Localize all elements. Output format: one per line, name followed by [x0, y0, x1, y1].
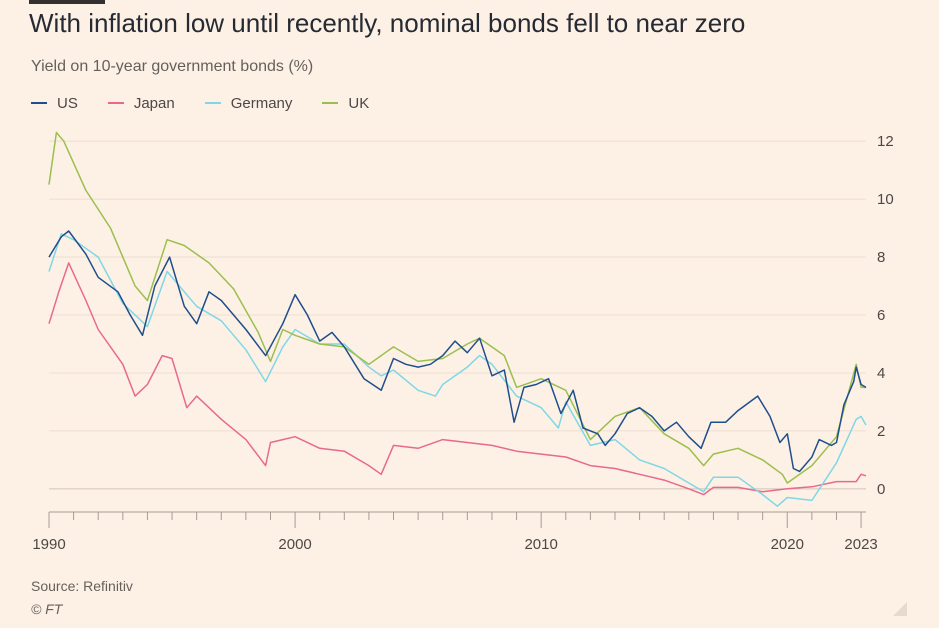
series-line-us [48, 230, 867, 473]
legend-swatch-japan [107, 102, 124, 104]
x-tick-label-2000: 2000 [278, 536, 311, 553]
legend-item-us: US [31, 95, 78, 112]
y-tick-label-8: 8 [877, 249, 885, 266]
legend-label-japan: Japan [133, 94, 175, 112]
legend-item-uk: UK [322, 95, 369, 112]
y-tick-label-10: 10 [877, 191, 894, 208]
ft-credit: © FT [31, 601, 63, 617]
legend-label-uk: UK [348, 94, 370, 112]
x-tick-label-2010: 2010 [524, 536, 557, 553]
legend-label-germany: Germany [230, 94, 293, 112]
legend-swatch-us [31, 102, 47, 104]
y-tick-label-12: 12 [877, 133, 894, 150]
y-tick-label-4: 4 [877, 365, 885, 382]
series-line-uk [48, 131, 866, 484]
chart-title: With inflation low until recently, nomin… [29, 8, 746, 38]
x-tick-label-2023: 2023 [844, 536, 877, 553]
y-tick-label-0: 0 [877, 481, 885, 498]
source-note: Source: Refinitiv [31, 578, 133, 594]
series-line-germany [48, 233, 867, 507]
y-tick-label-6: 6 [877, 307, 885, 324]
chart-subtitle: Yield on 10-year government bonds (%) [31, 58, 314, 75]
legend-label-us: US [57, 94, 78, 112]
title-accent-bar [29, 0, 105, 4]
legend-item-germany: Germany [204, 94, 293, 112]
y-tick-label-2: 2 [877, 423, 885, 440]
x-tick-label-1990: 1990 [32, 536, 65, 553]
legend-item-japan: Japan [107, 94, 175, 112]
legend-swatch-uk [322, 102, 339, 104]
chart-legend: US Japan Germany UK [31, 93, 399, 113]
series-line-japan [48, 262, 867, 496]
x-tick-label-2020: 2020 [771, 536, 804, 553]
resize-corner-icon [893, 602, 907, 616]
legend-swatch-germany [204, 102, 221, 104]
